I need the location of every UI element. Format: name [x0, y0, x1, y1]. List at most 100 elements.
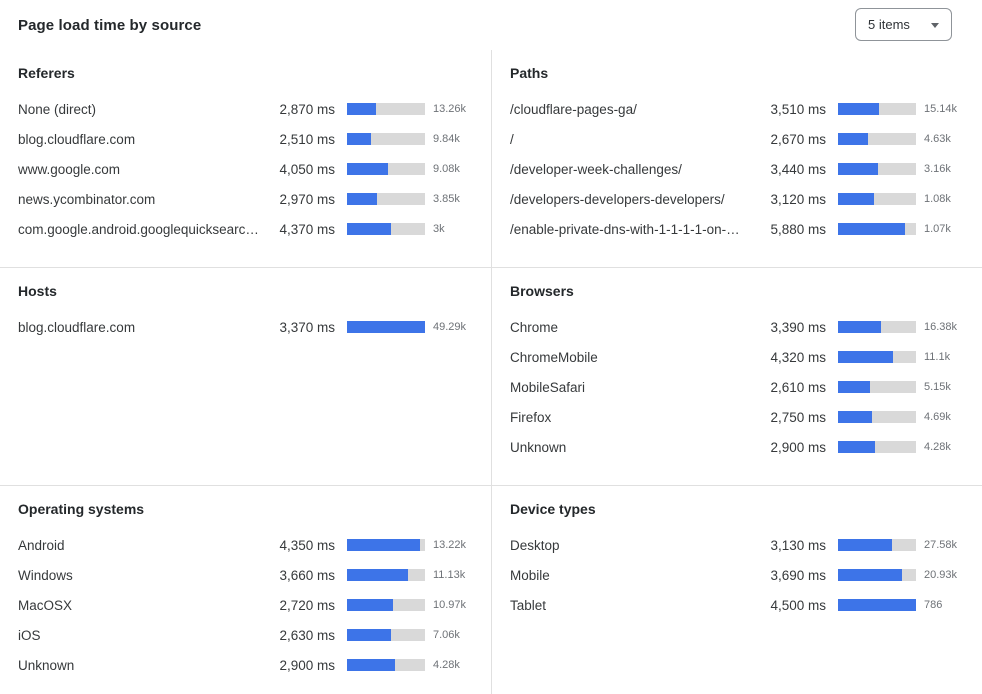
- row-load-time: 2,750 ms: [770, 409, 826, 425]
- row-count: 9.08k: [433, 163, 460, 175]
- row-count: 15.14k: [924, 103, 958, 115]
- row-label: MacOSX: [18, 597, 73, 613]
- load-time-bar: [838, 381, 916, 393]
- row-label: Mobile: [510, 567, 550, 583]
- source-row[interactable]: Unknown 2,900 ms 4.28k: [510, 432, 968, 462]
- row-count: 4.63k: [924, 133, 951, 145]
- row-count: 3.85k: [433, 193, 460, 205]
- source-row[interactable]: blog.cloudflare.com 3,370 ms 49.29k: [18, 312, 477, 342]
- source-row[interactable]: /cloudflare-pages-ga/ 3,510 ms 15.14k: [510, 94, 968, 124]
- source-row[interactable]: Desktop 3,130 ms 27.58k: [510, 530, 968, 560]
- load-time-bar: [838, 569, 916, 581]
- panel-rows: Chrome 3,390 ms 16.38k ChromeMobile 4,32…: [510, 312, 968, 462]
- load-time-bar: [838, 599, 916, 611]
- source-row[interactable]: Tablet 4,500 ms 786: [510, 590, 968, 620]
- bar-fill: [838, 103, 879, 115]
- bar-fill: [838, 441, 875, 453]
- row-load-time: 3,120 ms: [770, 191, 826, 207]
- row-label: Unknown: [18, 657, 75, 673]
- bar-fill: [347, 133, 372, 145]
- row-label: /developers-developers-developers/: [510, 191, 725, 207]
- bar-fill: [838, 569, 902, 581]
- panel-title: Operating systems: [18, 501, 145, 517]
- source-row[interactable]: Unknown 2,900 ms 4.28k: [18, 650, 477, 680]
- source-row[interactable]: Windows 3,660 ms 11.13k: [18, 560, 477, 590]
- source-row[interactable]: None (direct) 2,870 ms 13.26k: [18, 94, 477, 124]
- load-time-bar: [838, 193, 916, 205]
- row-load-time: 3,370 ms: [279, 319, 335, 335]
- bar-fill: [838, 411, 873, 423]
- row-label: ChromeMobile: [510, 349, 598, 365]
- panel-title: Referers: [18, 65, 75, 81]
- bar-fill: [838, 163, 878, 175]
- items-count-value: 5 items: [868, 17, 910, 32]
- bar-fill: [347, 599, 394, 611]
- row-label: iOS: [18, 627, 41, 643]
- load-time-bar: [838, 351, 916, 363]
- row-label: com.google.android.googlequicksearc…: [18, 221, 259, 237]
- row-count: 3k: [433, 223, 445, 235]
- load-time-bar: [838, 163, 916, 175]
- row-load-time: 2,900 ms: [279, 657, 335, 673]
- load-time-bar: [838, 133, 916, 145]
- row-load-time: 2,670 ms: [770, 131, 826, 147]
- source-row[interactable]: www.google.com 4,050 ms 9.08k: [18, 154, 477, 184]
- panel-rows: Android 4,350 ms 13.22k Windows 3,660 ms…: [18, 530, 477, 680]
- source-row[interactable]: Chrome 3,390 ms 16.38k: [510, 312, 968, 342]
- source-panel: Referers None (direct) 2,870 ms 13.26k b…: [0, 50, 491, 267]
- source-row[interactable]: news.ycombinator.com 2,970 ms 3.85k: [18, 184, 477, 214]
- source-row[interactable]: Android 4,350 ms 13.22k: [18, 530, 477, 560]
- load-time-bar: [347, 103, 425, 115]
- row-load-time: 2,630 ms: [279, 627, 335, 643]
- load-time-bar: [838, 411, 916, 423]
- source-row[interactable]: /enable-private-dns-with-1-1-1-1-on-… 5,…: [510, 214, 968, 244]
- source-row[interactable]: /developer-week-challenges/ 3,440 ms 3.1…: [510, 154, 968, 184]
- load-time-bar: [838, 321, 916, 333]
- row-count: 13.26k: [433, 103, 467, 115]
- row-count: 10.97k: [433, 599, 467, 611]
- source-row[interactable]: Firefox 2,750 ms 4.69k: [510, 402, 968, 432]
- bar-fill: [347, 193, 377, 205]
- card-header: Page load time by source 5 items: [0, 0, 982, 50]
- row-count: 4.28k: [433, 659, 460, 671]
- row-load-time: 2,510 ms: [279, 131, 335, 147]
- source-panel: Operating systems Android 4,350 ms 13.22…: [0, 485, 491, 694]
- bar-fill: [347, 321, 425, 333]
- source-row[interactable]: ChromeMobile 4,320 ms 11.1k: [510, 342, 968, 372]
- load-time-bar: [347, 539, 425, 551]
- row-label: blog.cloudflare.com: [18, 131, 136, 147]
- load-time-bar: [347, 163, 425, 175]
- row-load-time: 3,390 ms: [770, 319, 826, 335]
- source-panel: Device types Desktop 3,130 ms 27.58k Mob…: [491, 485, 982, 694]
- panels-grid: Referers None (direct) 2,870 ms 13.26k b…: [0, 50, 982, 694]
- source-row[interactable]: / 2,670 ms 4.63k: [510, 124, 968, 154]
- bar-fill: [347, 103, 376, 115]
- panel-rows: /cloudflare-pages-ga/ 3,510 ms 15.14k / …: [510, 94, 968, 244]
- source-row[interactable]: /developers-developers-developers/ 3,120…: [510, 184, 968, 214]
- items-count-dropdown[interactable]: 5 items: [855, 8, 952, 41]
- row-label: Android: [18, 537, 65, 553]
- load-time-bar: [347, 599, 425, 611]
- bar-fill: [347, 659, 396, 671]
- row-count: 4.69k: [924, 411, 951, 423]
- source-row[interactable]: Mobile 3,690 ms 20.93k: [510, 560, 968, 590]
- load-time-bar: [838, 539, 916, 551]
- row-load-time: 2,610 ms: [770, 379, 826, 395]
- bar-fill: [838, 133, 868, 145]
- source-row[interactable]: blog.cloudflare.com 2,510 ms 9.84k: [18, 124, 477, 154]
- row-load-time: 5,880 ms: [770, 221, 826, 237]
- source-row[interactable]: MacOSX 2,720 ms 10.97k: [18, 590, 477, 620]
- source-panel: Browsers Chrome 3,390 ms 16.38k ChromeMo…: [491, 267, 982, 485]
- bar-fill: [838, 351, 893, 363]
- source-row[interactable]: MobileSafari 2,610 ms 5.15k: [510, 372, 968, 402]
- load-time-bar: [347, 321, 425, 333]
- row-label: None (direct): [18, 101, 97, 117]
- row-load-time: 2,970 ms: [279, 191, 335, 207]
- bar-fill: [838, 321, 881, 333]
- row-label: /enable-private-dns-with-1-1-1-1-on-…: [510, 221, 740, 237]
- source-row[interactable]: iOS 2,630 ms 7.06k: [18, 620, 477, 650]
- source-row[interactable]: com.google.android.googlequicksearc… 4,3…: [18, 214, 477, 244]
- load-time-bar: [347, 629, 425, 641]
- row-load-time: 3,660 ms: [279, 567, 335, 583]
- bar-fill: [838, 223, 906, 235]
